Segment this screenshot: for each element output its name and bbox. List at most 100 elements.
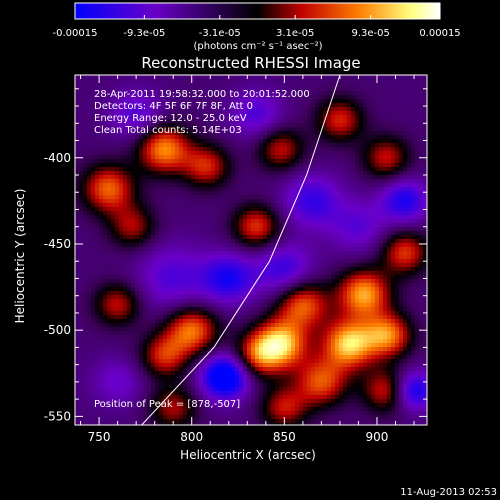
heatmap-cell xyxy=(147,139,152,144)
heatmap-cell xyxy=(411,259,416,264)
heatmap-cell xyxy=(131,119,136,124)
heatmap-cell xyxy=(263,215,268,220)
heatmap-cell xyxy=(415,131,420,136)
heatmap-cell xyxy=(375,155,380,160)
heatmap-cell xyxy=(407,163,412,168)
heatmap-cell xyxy=(331,179,336,184)
heatmap-cell xyxy=(275,167,280,172)
heatmap-cell xyxy=(107,147,112,152)
heatmap-cell xyxy=(311,227,316,232)
heatmap-cell xyxy=(415,227,420,232)
heatmap-cell xyxy=(323,91,328,96)
heatmap-cell xyxy=(383,271,388,276)
heatmap-cell xyxy=(315,291,320,296)
heatmap-cell xyxy=(179,259,184,264)
heatmap-cell xyxy=(331,191,336,196)
heatmap-cell xyxy=(83,139,88,144)
heatmap-cell xyxy=(111,279,116,284)
heatmap-cell xyxy=(223,103,228,108)
heatmap-cell xyxy=(119,231,124,236)
heatmap-cell xyxy=(123,159,128,164)
heatmap-cell xyxy=(239,147,244,152)
heatmap-cell xyxy=(419,215,424,220)
heatmap-cell xyxy=(167,299,172,304)
heatmap-cell xyxy=(339,195,344,200)
heatmap-cell xyxy=(251,135,256,140)
heatmap-cell xyxy=(327,171,332,176)
heatmap-cell xyxy=(411,251,416,256)
heatmap-cell xyxy=(179,215,184,220)
heatmap-cell xyxy=(147,111,152,116)
heatmap-cell xyxy=(355,119,360,124)
heatmap-cell xyxy=(359,283,364,288)
heatmap-cell xyxy=(331,195,336,200)
heatmap-cell xyxy=(103,191,108,196)
heatmap-cell xyxy=(207,299,212,304)
heatmap-cell xyxy=(399,271,404,276)
heatmap-cell xyxy=(403,227,408,232)
heatmap-cell xyxy=(103,115,108,120)
heatmap-cell xyxy=(179,239,184,244)
heatmap-cell xyxy=(167,279,172,284)
heatmap-cell xyxy=(247,159,252,164)
heatmap-cell xyxy=(283,119,288,124)
heatmap-cell xyxy=(319,167,324,172)
heatmap-cell xyxy=(223,91,228,96)
heatmap-cell xyxy=(211,79,216,84)
heatmap-cell xyxy=(231,255,236,260)
heatmap-cell xyxy=(227,131,232,136)
heatmap-cell xyxy=(339,75,344,80)
heatmap-cell xyxy=(279,163,284,168)
heatmap-cell xyxy=(391,275,396,280)
heatmap-cell xyxy=(355,99,360,104)
heatmap-cell xyxy=(387,223,392,228)
heatmap-cell xyxy=(147,211,152,216)
heatmap-cell xyxy=(139,75,144,80)
heatmap-cell xyxy=(375,235,380,240)
heatmap-cell xyxy=(411,159,416,164)
heatmap-cell xyxy=(187,199,192,204)
heatmap-cell xyxy=(179,251,184,256)
colorbar-unit: (photons cm⁻² s⁻¹ asec⁻²) xyxy=(193,41,322,52)
heatmap-cell xyxy=(315,235,320,240)
heatmap-cell xyxy=(299,263,304,268)
heatmap-cell xyxy=(91,291,96,296)
heatmap-cell xyxy=(411,175,416,180)
heatmap-cell xyxy=(259,151,264,156)
heatmap-cell xyxy=(143,163,148,168)
heatmap-cell xyxy=(151,155,156,160)
heatmap-cell xyxy=(323,107,328,112)
heatmap-cell xyxy=(391,107,396,112)
heatmap-cell xyxy=(255,235,260,240)
heatmap-cell xyxy=(359,187,364,192)
heatmap-cell xyxy=(295,231,300,236)
heatmap-cell xyxy=(99,183,104,188)
heatmap-cell xyxy=(423,195,427,200)
heatmap-cell xyxy=(103,167,108,172)
heatmap-cell xyxy=(263,119,268,124)
heatmap-cell xyxy=(351,279,356,284)
heatmap-cell xyxy=(403,195,408,200)
heatmap-cell xyxy=(127,203,132,208)
heatmap-cell xyxy=(163,175,168,180)
heatmap-cell xyxy=(303,183,308,188)
heatmap-cell xyxy=(271,103,276,108)
heatmap-cell xyxy=(339,139,344,144)
heatmap-cell xyxy=(195,259,200,264)
heatmap-cell xyxy=(115,231,120,236)
heatmap-cell xyxy=(227,147,232,152)
heatmap-cell xyxy=(87,195,92,200)
heatmap-cell xyxy=(87,163,92,168)
heatmap-cell xyxy=(311,291,316,296)
heatmap-cell xyxy=(383,131,388,136)
heatmap-cell xyxy=(127,299,132,304)
heatmap-cell xyxy=(83,191,88,196)
heatmap-cell xyxy=(91,207,96,212)
heatmap-cell xyxy=(139,263,144,268)
heatmap-cell xyxy=(107,299,112,304)
heatmap-cell xyxy=(167,227,172,232)
heatmap-cell xyxy=(407,183,412,188)
heatmap-cell xyxy=(355,123,360,128)
heatmap-cell xyxy=(171,263,176,268)
heatmap-cell xyxy=(307,163,312,168)
